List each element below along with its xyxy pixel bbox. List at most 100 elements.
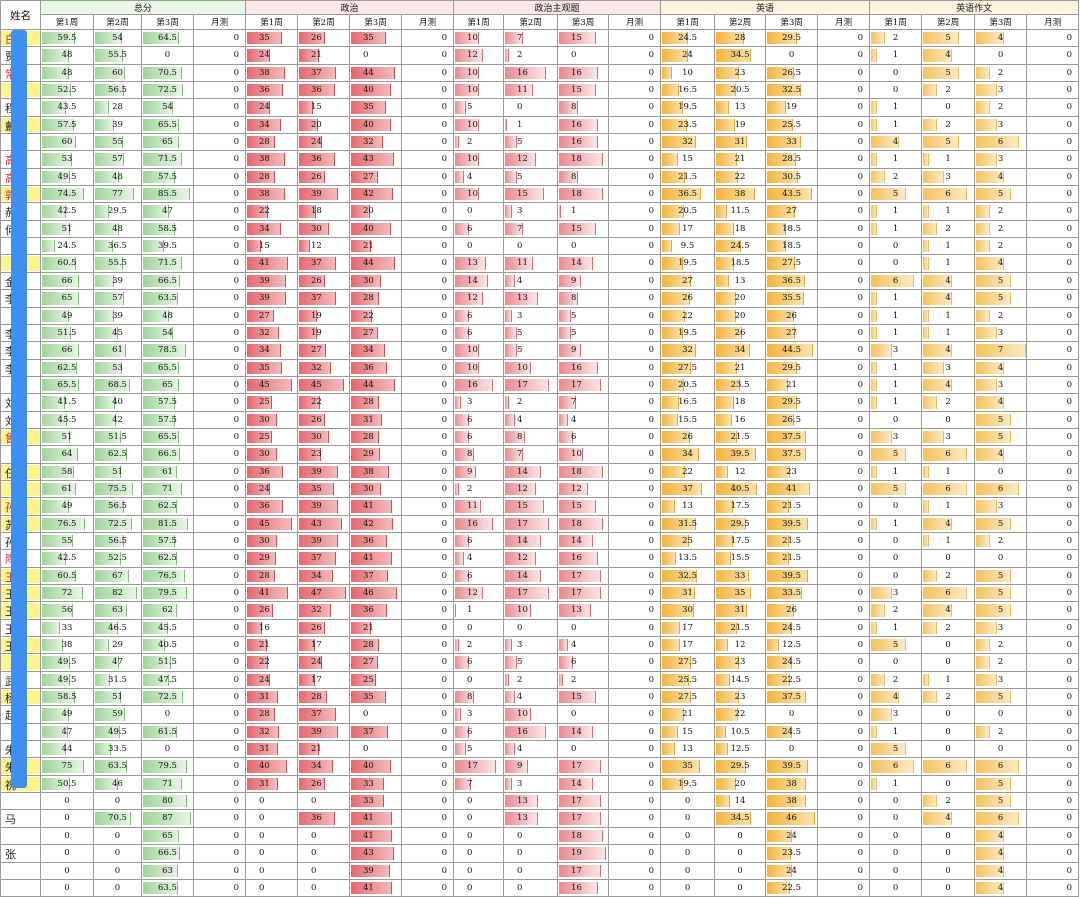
score-cell[interactable]: 17 [453,757,505,776]
score-cell[interactable]: 40 [349,757,403,776]
score-cell[interactable]: 12 [297,237,351,256]
score-cell[interactable]: 0 [921,861,976,880]
score-cell[interactable]: 49 [40,497,94,516]
score-cell[interactable]: 0 [1026,115,1080,135]
score-cell[interactable]: 56 [40,601,94,620]
score-cell[interactable]: 15.5 [714,549,767,568]
score-cell[interactable]: 41 [349,809,403,828]
score-cell[interactable]: 19 [765,98,819,117]
score-cell[interactable]: 52.5 [40,81,94,100]
score-cell[interactable]: 79.5 [141,583,194,603]
score-cell[interactable]: 17 [557,792,610,811]
score-cell[interactable]: 26 [297,28,351,48]
score-cell[interactable]: 21 [765,375,819,395]
score-cell[interactable]: 0 [401,306,455,325]
score-cell[interactable]: 15 [557,688,610,707]
score-cell[interactable]: 62.5 [40,358,94,377]
score-cell[interactable]: 1 [921,462,976,481]
score-cell[interactable]: 4 [974,393,1028,412]
score-cell[interactable]: 35 [245,358,299,377]
score-cell[interactable]: 26 [297,618,351,638]
score-cell[interactable]: 27 [660,271,716,291]
score-cell[interactable]: 47 [40,722,94,742]
score-cell[interactable]: 45 [93,323,142,343]
score-cell[interactable]: 0 [869,844,923,863]
score-cell[interactable]: 20 [349,202,403,221]
score-cell[interactable]: 6 [921,757,976,776]
score-cell[interactable]: 62 [141,601,194,620]
score-cell[interactable]: 1 [453,601,505,620]
score-cell[interactable]: 6 [453,219,505,239]
score-cell[interactable]: 0 [817,427,871,447]
score-cell[interactable]: 24.5 [40,237,94,256]
score-cell[interactable]: 0 [401,462,455,481]
score-cell[interactable]: 32 [245,323,299,343]
score-cell[interactable]: 0 [1026,202,1080,221]
score-cell[interactable]: 0 [401,445,455,464]
score-cell[interactable]: 0 [1026,688,1080,707]
score-cell[interactable]: 0 [503,237,559,256]
score-cell[interactable]: 24.5 [765,653,819,672]
score-cell[interactable]: 37.5 [765,688,819,707]
week-header[interactable]: 月测 [192,14,247,30]
score-cell[interactable]: 6 [557,427,610,447]
score-cell[interactable]: 2 [503,393,559,412]
score-cell[interactable]: 6 [869,271,923,291]
score-cell[interactable]: 25 [349,670,403,690]
score-cell[interactable]: 3 [869,427,923,447]
score-cell[interactable]: 66.5 [141,445,194,464]
score-cell[interactable]: 0 [817,28,871,48]
score-cell[interactable]: 0 [1026,878,1080,897]
score-cell[interactable]: 27.5 [660,688,716,707]
score-cell[interactable]: 0 [297,878,351,897]
score-cell[interactable]: 4 [921,375,976,395]
score-cell[interactable]: 0 [453,202,505,221]
score-cell[interactable]: 21 [297,46,351,65]
score-cell[interactable]: 21 [714,358,767,377]
score-cell[interactable]: 62.5 [141,497,194,516]
score-cell[interactable]: 2 [974,306,1028,325]
score-cell[interactable]: 49.5 [40,670,94,690]
score-cell[interactable]: 42 [349,514,403,533]
score-cell[interactable]: 6 [453,722,505,742]
score-cell[interactable]: 28 [349,393,403,412]
student-name-cell[interactable] [0,826,41,846]
score-cell[interactable]: 4 [921,289,976,308]
score-cell[interactable]: 57 [93,150,142,169]
score-cell[interactable]: 51.5 [141,653,194,672]
score-cell[interactable]: 0 [817,653,871,672]
score-cell[interactable]: 12 [714,462,767,481]
score-cell[interactable]: 31.5 [93,670,142,690]
score-cell[interactable]: 45 [297,375,351,395]
score-cell[interactable]: 32.5 [765,81,819,100]
score-cell[interactable]: 41 [349,826,403,846]
score-cell[interactable]: 25 [245,427,299,447]
score-cell[interactable]: 2 [921,393,976,412]
score-cell[interactable]: 0 [608,81,662,100]
score-cell[interactable]: 66.5 [141,271,194,291]
week-header[interactable]: 第2周 [297,14,351,30]
score-cell[interactable]: 48 [141,306,194,325]
score-cell[interactable]: 71.5 [141,254,194,273]
score-cell[interactable]: 6 [453,653,505,672]
score-cell[interactable]: 0 [192,133,247,152]
score-cell[interactable]: 0 [401,792,455,811]
score-cell[interactable]: 0 [974,46,1028,65]
score-cell[interactable]: 32.5 [660,566,716,586]
score-cell[interactable]: 2 [974,219,1028,239]
score-cell[interactable]: 38 [349,462,403,481]
score-cell[interactable]: 6 [974,479,1028,499]
score-cell[interactable]: 0 [93,878,142,897]
score-cell[interactable]: 43 [349,150,403,169]
score-cell[interactable]: 0 [608,722,662,742]
score-cell[interactable]: 24.5 [714,237,767,256]
score-cell[interactable]: 0 [192,28,247,48]
score-cell[interactable]: 0 [817,479,871,499]
score-cell[interactable]: 14.5 [714,670,767,690]
score-cell[interactable]: 7 [503,28,559,48]
score-cell[interactable]: 16.5 [660,81,716,100]
score-cell[interactable]: 0 [192,271,247,291]
score-cell[interactable]: 0 [817,358,871,377]
score-cell[interactable]: 39 [297,531,351,551]
score-cell[interactable]: 4 [503,740,559,759]
